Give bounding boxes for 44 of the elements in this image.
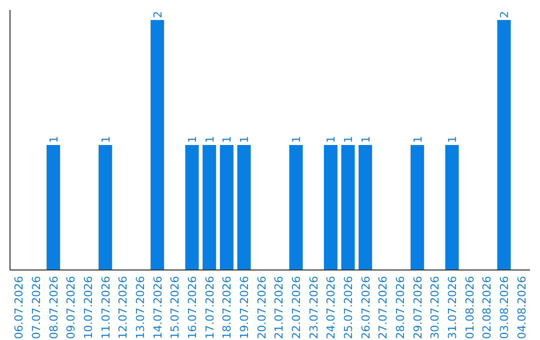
x-tick-label: 26.07.2026 — [359, 276, 372, 339]
x-tick-label: 25.07.2026 — [342, 276, 355, 339]
x-tick-label: 21.07.2026 — [272, 276, 286, 339]
x-tick-label: 30.07.2026 — [428, 276, 442, 339]
x-tick-label: 12.07.2026 — [116, 276, 130, 339]
data-label: 1 — [238, 136, 251, 143]
x-tick-label: 17.07.2026 — [203, 276, 216, 339]
x-tick-label: 24.07.2026 — [324, 276, 338, 339]
data-label: 2 — [151, 11, 164, 18]
data-label: 1 — [47, 136, 60, 143]
x-tick-label: 02.08.2026 — [480, 276, 494, 339]
x-tick-label: 06.07.2026 — [12, 276, 26, 339]
data-label: 1 — [324, 136, 338, 143]
data-label: 1 — [186, 136, 199, 143]
data-label: 1 — [220, 136, 234, 143]
x-tick-label: 04.08.2026 — [515, 276, 528, 339]
data-label: 1 — [411, 136, 424, 143]
x-tick-label: 09.07.2026 — [64, 276, 78, 339]
x-tick-label: 19.07.2026 — [238, 276, 251, 339]
x-tick-label: 18.07.2026 — [220, 276, 234, 339]
data-label: 1 — [99, 136, 112, 143]
x-tick-label: 20.07.2026 — [255, 276, 268, 339]
x-tick-label: 13.07.2026 — [134, 276, 147, 339]
x-tick-label: 22.07.2026 — [290, 276, 303, 339]
x-tick-label: 08.07.2026 — [47, 276, 60, 339]
x-tick-label: 15.07.2026 — [168, 276, 182, 339]
x-tick-label: 07.07.2026 — [30, 276, 43, 339]
x-tick-label: 29.07.2026 — [411, 276, 424, 339]
data-label: 1 — [359, 136, 372, 143]
x-tick-label: 01.08.2026 — [463, 276, 476, 339]
x-tick-label: 10.07.2026 — [82, 276, 95, 339]
x-tick-label: 11.07.2026 — [99, 276, 112, 339]
data-label: 1 — [446, 136, 459, 143]
x-tick-label: 31.07.2026 — [446, 276, 459, 339]
data-label: 1 — [342, 136, 355, 143]
x-tick-label: 03.08.2026 — [498, 276, 511, 339]
x-tick-label: 23.07.2026 — [307, 276, 320, 339]
x-tick-label: 14.07.2026 — [151, 276, 164, 339]
x-tick-label: 28.07.2026 — [394, 276, 407, 339]
x-tick-label: 16.07.2026 — [186, 276, 199, 339]
data-label: 2 — [498, 11, 511, 18]
data-label: 1 — [290, 136, 303, 143]
data-label: 1 — [203, 136, 216, 143]
x-tick-label: 27.07.2026 — [376, 276, 390, 339]
